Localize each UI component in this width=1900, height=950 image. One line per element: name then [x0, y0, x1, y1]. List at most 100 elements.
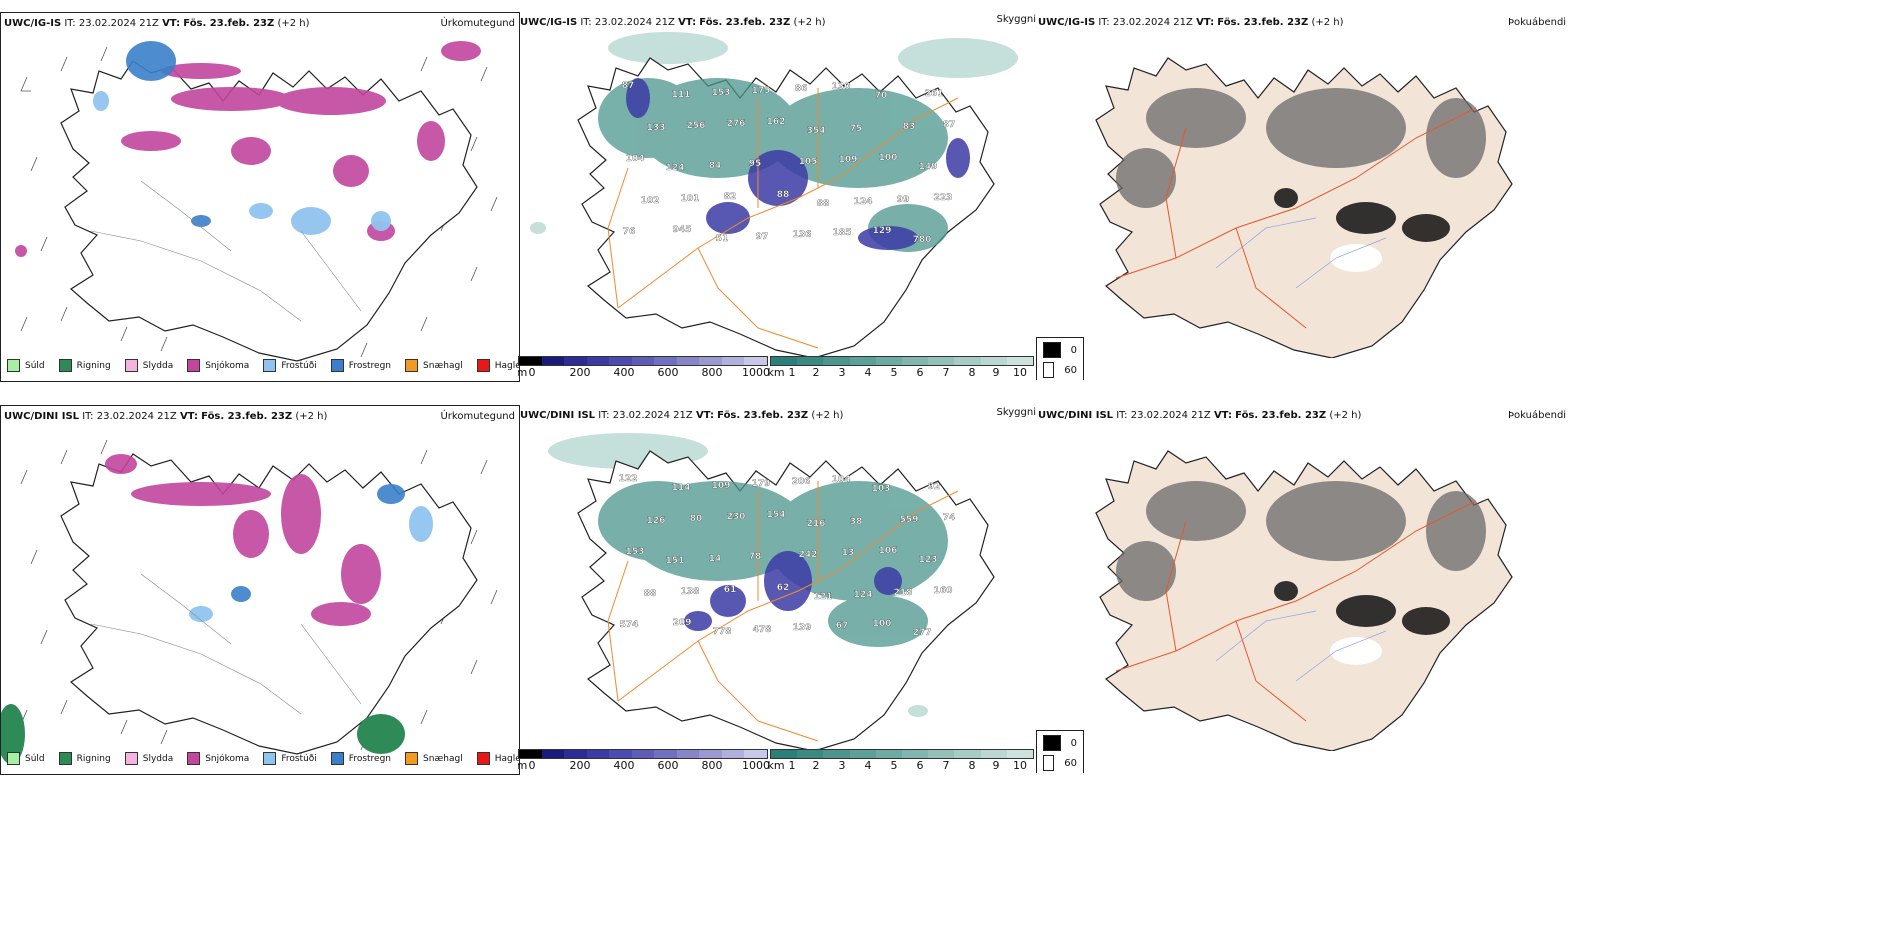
colorbar-tick: 8	[968, 366, 976, 379]
valid-label: VT:	[1213, 410, 1232, 421]
colorbar-tick: 800	[701, 366, 723, 379]
visibility-value-label: 136	[793, 230, 812, 240]
visibility-value-label: 478	[753, 625, 772, 635]
colorbar-tick: 2	[812, 366, 820, 379]
colorbar-segment	[609, 357, 632, 365]
colorbar-tick: 4	[864, 759, 872, 772]
colorbar-tick: 600	[657, 366, 679, 379]
colorbar-strip	[770, 356, 1034, 366]
colorbar-segment	[631, 357, 655, 365]
visibility-value-label: 124	[854, 590, 873, 600]
colorbar-tick: 6	[916, 366, 924, 379]
visibility-value-label: 154	[767, 510, 786, 520]
visibility-km-colorbar: km 1 2 3 4 5 6 7 8 9 10	[767, 749, 1034, 773]
colorbar-tick: 2	[812, 759, 820, 772]
legend-item: Slydda	[124, 359, 173, 372]
visibility-value-label: 99	[897, 195, 910, 205]
visibility-value-label: 256	[687, 121, 706, 131]
colorbar-tick: 0	[528, 366, 536, 379]
visibility-value-label: 62	[777, 583, 790, 593]
visibility-value-label: 126	[647, 516, 666, 526]
visibility-value-label: 223	[934, 193, 953, 203]
colorbar-segment	[744, 750, 768, 758]
visibility-value-label: 574	[620, 620, 639, 630]
visibility-value-label: 106	[879, 546, 898, 556]
visibility-value-label: 130	[832, 82, 851, 92]
init-time: IT: 23.02.2024 21Z	[64, 18, 159, 29]
valid-time: Fös. 23.feb. 23Z	[1235, 410, 1327, 421]
visibility-value-label: 97	[756, 232, 769, 242]
colorbar-segment	[771, 750, 798, 758]
visibility-value-label: 209	[673, 618, 692, 628]
visibility-map: 87 111 153 175 86 130 70 261 133 256 276 162 354 75 83…	[530, 32, 1018, 358]
model-name: UWC/DINI ISL	[1038, 410, 1114, 421]
lead-time: (+2 h)	[1311, 17, 1344, 28]
visibility-value-label: 151	[666, 556, 685, 566]
colorbar-tick: 10	[1013, 366, 1027, 379]
valid-label: VT:	[695, 410, 714, 421]
visibility-value-label: 103	[872, 484, 891, 494]
legend-item: Súld	[7, 752, 45, 765]
fog-key-swatch	[1043, 735, 1061, 751]
colorbar-tick: 800	[701, 759, 723, 772]
visibility-value-label: 76	[623, 227, 636, 237]
valid-label: VT:	[678, 17, 697, 28]
visibility-value-label: 13	[842, 548, 855, 558]
visibility-value-label: 945	[673, 225, 692, 235]
colorbar-tick: 10	[1013, 759, 1027, 772]
precip-type-legend: Súld Rigning Slydda Snjókoma Frostúði Fr…	[7, 752, 519, 765]
visibility-value-label: 105	[799, 157, 818, 167]
visibility-value-label: 138	[681, 587, 700, 597]
fog-key-swatch	[1043, 755, 1055, 771]
colorbar-segment	[541, 357, 565, 365]
valid-label: VT:	[179, 411, 198, 422]
colorbar-tick: 5	[890, 759, 898, 772]
legend-item: Frostúði	[263, 752, 317, 765]
visibility-value-label: 206	[792, 477, 811, 487]
colorbar-unit: km	[767, 366, 785, 379]
visibility-value-label: 104	[832, 475, 851, 485]
precip-type-legend: Súld Rigning Slydda Snjókoma Frostúði Fr…	[7, 359, 519, 372]
panel-title: Úrkomutegund	[440, 411, 515, 422]
colorbar-tick: 3	[838, 366, 846, 379]
fog-key-swatch	[1043, 342, 1061, 358]
legend-item: Frostregn	[330, 752, 391, 765]
visibility-value-label: 111	[672, 90, 691, 100]
visibility-value-label: 139	[793, 623, 812, 633]
colorbar-segment	[980, 750, 1007, 758]
init-time: IT: 23.02.2024 21Z	[1116, 410, 1211, 421]
visibility-value-label: 67	[836, 621, 849, 631]
colorbar-segment	[797, 750, 824, 758]
init-time: IT: 23.02.2024 21Z	[580, 17, 675, 28]
visibility-value-label: 216	[807, 519, 826, 529]
legend-item: Haglél	[476, 359, 519, 372]
legend-swatch	[7, 359, 20, 372]
visibility-value-label: 88	[644, 589, 657, 599]
fog-key-row: 60	[1043, 755, 1077, 771]
colorbar-segment	[928, 750, 955, 758]
fog-index-key: 0 60	[1036, 337, 1084, 380]
visibility-value-label: 14	[709, 554, 722, 564]
colorbar-segment	[676, 357, 700, 365]
visibility-value-label: 95	[749, 159, 762, 169]
lead-time: (+2 h)	[1329, 410, 1362, 421]
visibility-value-label: 104	[626, 154, 645, 164]
legend-item: Rigning	[58, 752, 111, 765]
init-time: IT: 23.02.2024 21Z	[598, 410, 693, 421]
colorbar-segment	[849, 750, 876, 758]
colorbar-segment	[771, 357, 798, 365]
visibility-value-label: 162	[767, 117, 786, 127]
precip-type-panel-bottom: UWC/DINI ISL IT: 23.02.2024 21Z VT: Fös.…	[0, 405, 520, 775]
lead-time: (+2 h)	[295, 411, 328, 422]
colorbar-tick: 1	[788, 366, 796, 379]
colorbar-segment	[676, 750, 700, 758]
panel-title: Skyggni	[996, 407, 1036, 418]
legend-item: Rigning	[58, 359, 111, 372]
visibility-value-label: 185	[833, 228, 852, 238]
model-name: UWC/IG-IS	[4, 18, 62, 29]
colorbar-tick: 600	[657, 759, 679, 772]
colorbar-unit: km	[767, 759, 785, 772]
valid-time: Fös. 23.feb. 23Z	[717, 410, 809, 421]
lead-time: (+2 h)	[277, 18, 310, 29]
valid-label: VT:	[162, 18, 181, 29]
